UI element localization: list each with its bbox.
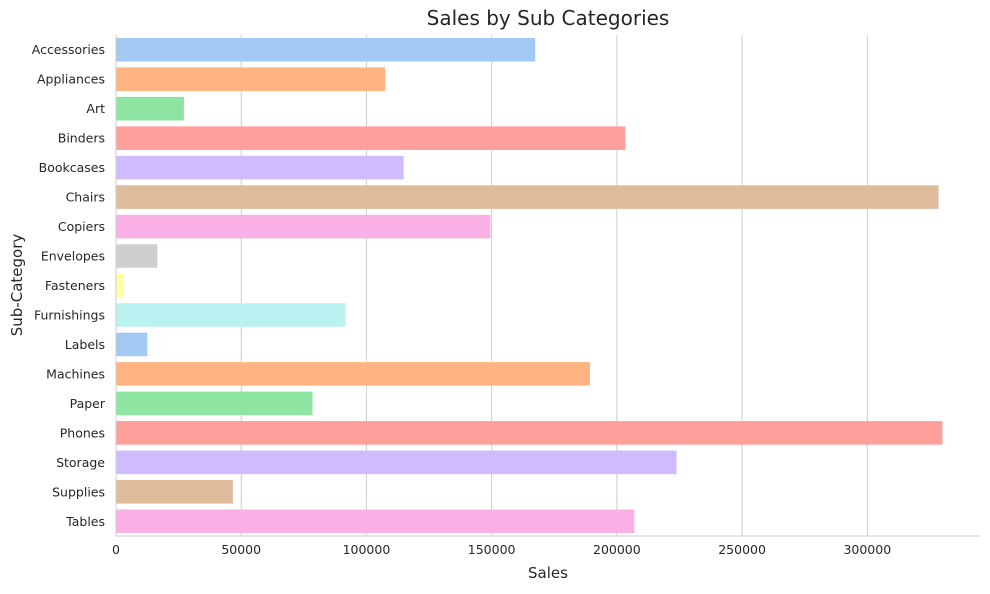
- y-tick-label: Art: [86, 101, 105, 116]
- bar-envelopes: [116, 244, 158, 268]
- y-tick-label: Chairs: [66, 190, 105, 205]
- y-tick-label: Accessories: [32, 42, 105, 57]
- bar-chairs: [116, 185, 939, 209]
- bar-art: [116, 96, 184, 121]
- y-tick-label: Phones: [60, 425, 105, 440]
- x-axis-label: Sales: [528, 564, 568, 582]
- y-tick-label: Storage: [56, 455, 105, 470]
- x-tick-label: 200000: [593, 542, 641, 557]
- y-tick-label: Envelopes: [41, 249, 105, 264]
- bar-machines: [116, 362, 590, 386]
- bar-bookcases: [116, 155, 404, 180]
- bar-binders: [116, 126, 626, 150]
- x-tick-label: 50000: [221, 542, 261, 557]
- y-tick-label: Furnishings: [34, 307, 105, 322]
- bar-tables: [116, 509, 635, 534]
- bar-copiers: [116, 214, 491, 239]
- y-tick-label: Tables: [65, 514, 105, 529]
- y-tick-label: Machines: [46, 366, 105, 381]
- tick-labels: 0 50000 100000 150000 200000 250000 300000 Acce…: [32, 42, 891, 557]
- chart-title: Sales by Sub Categories: [427, 6, 670, 30]
- y-tick-label: Appliances: [37, 72, 105, 87]
- y-tick-label: Fasteners: [45, 278, 105, 293]
- bar-accessories: [116, 37, 536, 62]
- y-tick-label: Bookcases: [39, 160, 105, 175]
- y-tick-label: Copiers: [58, 219, 105, 234]
- bar-fasteners: [116, 273, 124, 298]
- y-tick-label: Paper: [70, 396, 106, 411]
- y-tick-label: Supplies: [52, 484, 105, 499]
- y-axis-label: Sub-Category: [8, 234, 26, 337]
- bars: [116, 37, 943, 534]
- x-tick-label: 0: [112, 542, 120, 557]
- x-tick-label: 150000: [468, 542, 516, 557]
- x-tick-label: 300000: [843, 542, 891, 557]
- bar-appliances: [116, 67, 386, 91]
- x-tick-label: 100000: [343, 542, 391, 557]
- y-tick-label: Labels: [65, 337, 105, 352]
- axes: [115, 35, 980, 537]
- x-tick-label: 250000: [718, 542, 766, 557]
- bar-furnishings: [116, 303, 346, 327]
- bar-phones: [116, 421, 943, 445]
- bar-supplies: [116, 480, 233, 504]
- bar-paper: [116, 391, 313, 416]
- y-tick-label: Binders: [58, 131, 105, 146]
- bar-storage: [116, 450, 677, 475]
- bar-labels: [116, 332, 148, 357]
